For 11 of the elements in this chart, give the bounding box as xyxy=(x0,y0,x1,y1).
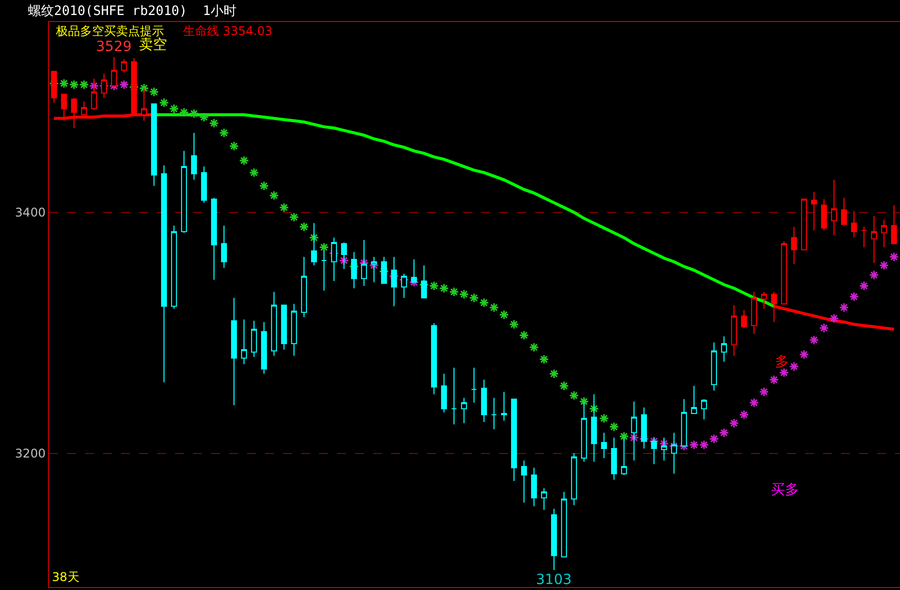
y-tick-label: 3400 xyxy=(15,206,46,220)
y-tick-label: 3200 xyxy=(15,446,46,460)
annotation: 生命线 3354.03 xyxy=(183,24,272,38)
annotation: 38天 xyxy=(52,570,80,584)
annotation: 多 xyxy=(775,354,789,370)
annotation: 买多 xyxy=(771,482,799,498)
annotation: 卖空 xyxy=(139,37,167,53)
annotation: 3103 xyxy=(536,572,572,588)
chart-subtitle: 极品多空买卖点提示 xyxy=(55,24,164,38)
chart-title: 螺纹2010(SHFE rb2010) 1小时 xyxy=(28,4,237,19)
annotation: 3529 xyxy=(96,39,132,55)
